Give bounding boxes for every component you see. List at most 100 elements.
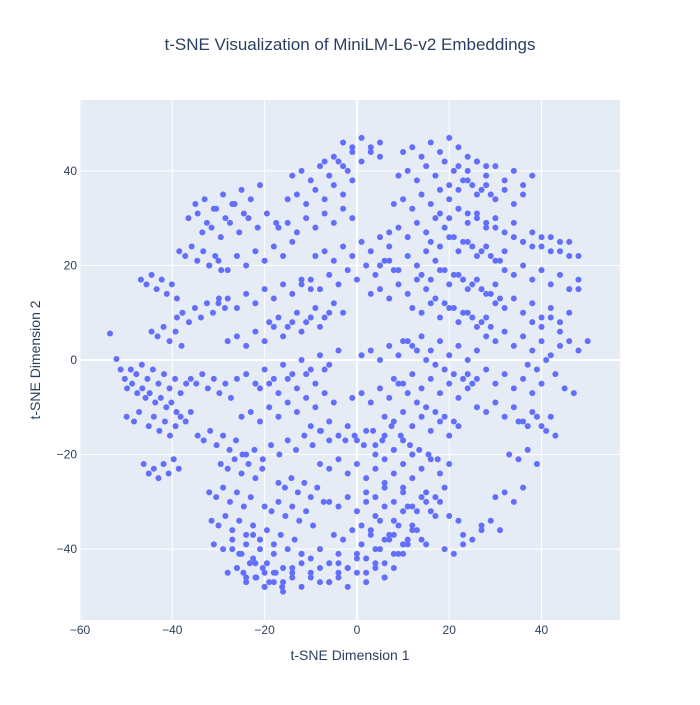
data-point (326, 498, 333, 505)
data-point (312, 404, 319, 411)
data-point (418, 333, 425, 340)
data-point (280, 565, 287, 571)
data-point (538, 314, 545, 321)
data-point (298, 583, 305, 590)
data-point (367, 347, 374, 354)
data-point (529, 172, 536, 179)
data-point (529, 319, 536, 326)
data-point (377, 546, 383, 553)
data-point (372, 465, 379, 472)
data-point (252, 560, 259, 567)
data-point (294, 489, 301, 496)
data-point (379, 437, 386, 444)
data-points (107, 134, 591, 595)
data-point (483, 243, 490, 250)
data-point (326, 361, 333, 368)
data-point (250, 531, 257, 538)
data-point (557, 238, 563, 245)
data-point (478, 527, 485, 534)
data-point (413, 276, 420, 283)
data-point (243, 262, 250, 269)
data-point (307, 574, 314, 581)
data-point (515, 456, 522, 463)
data-point (240, 503, 247, 510)
data-point (277, 531, 284, 538)
data-point (386, 394, 393, 401)
data-point (404, 541, 411, 548)
data-point (432, 409, 439, 415)
data-point (199, 229, 206, 236)
data-point (335, 347, 342, 354)
data-point (330, 257, 337, 264)
data-point (409, 522, 416, 529)
data-point (367, 290, 374, 297)
data-point (520, 333, 527, 340)
x-axis-title: t-SNE Dimension 1 (290, 647, 409, 663)
data-point (501, 248, 508, 255)
data-point (307, 494, 314, 501)
data-point (413, 219, 420, 226)
data-point (344, 470, 351, 477)
data-point (478, 319, 485, 326)
data-point (455, 342, 462, 349)
data-point (529, 300, 536, 307)
data-point (240, 210, 247, 217)
data-point (515, 418, 522, 425)
data-point (450, 418, 457, 425)
data-point (418, 309, 425, 316)
data-point (520, 484, 527, 491)
data-point (172, 375, 179, 382)
data-point (492, 399, 499, 406)
data-point (432, 172, 439, 179)
data-point (529, 229, 536, 236)
data-point (284, 323, 291, 330)
data-point (188, 243, 195, 250)
data-point (200, 248, 207, 255)
data-point (335, 503, 342, 510)
data-point (510, 342, 517, 349)
data-point (224, 569, 231, 576)
data-point (314, 484, 321, 491)
data-point (218, 267, 225, 274)
data-point (129, 380, 136, 387)
data-point (363, 489, 370, 496)
data-point (148, 271, 155, 278)
data-point (252, 574, 259, 581)
data-point (386, 229, 393, 236)
data-point (335, 574, 342, 581)
data-point (170, 456, 177, 463)
data-point (131, 418, 137, 425)
data-point (349, 527, 356, 534)
data-point (473, 158, 480, 165)
data-point (510, 385, 517, 392)
data-point (142, 394, 149, 401)
data-point (520, 191, 527, 198)
y-tick-label: 20 (64, 258, 78, 272)
data-point (464, 371, 471, 378)
data-point (400, 380, 407, 387)
data-point (437, 390, 443, 397)
data-point (275, 224, 282, 231)
data-point (501, 305, 508, 311)
data-point (487, 290, 494, 297)
data-point (441, 158, 448, 165)
data-point (152, 399, 159, 406)
data-point (547, 248, 554, 255)
data-point (446, 281, 453, 288)
data-point (363, 569, 370, 576)
data-point (427, 508, 434, 515)
data-point (469, 314, 476, 321)
data-point (307, 569, 314, 576)
data-point (166, 385, 173, 392)
data-point (538, 423, 545, 430)
data-point (529, 243, 536, 250)
data-point (197, 314, 204, 321)
data-point (187, 409, 194, 415)
data-point (446, 432, 453, 439)
data-point (381, 574, 388, 581)
data-point (409, 451, 416, 458)
data-point (266, 380, 273, 387)
data-point (483, 224, 490, 231)
data-point (173, 295, 180, 302)
data-point (233, 333, 240, 340)
